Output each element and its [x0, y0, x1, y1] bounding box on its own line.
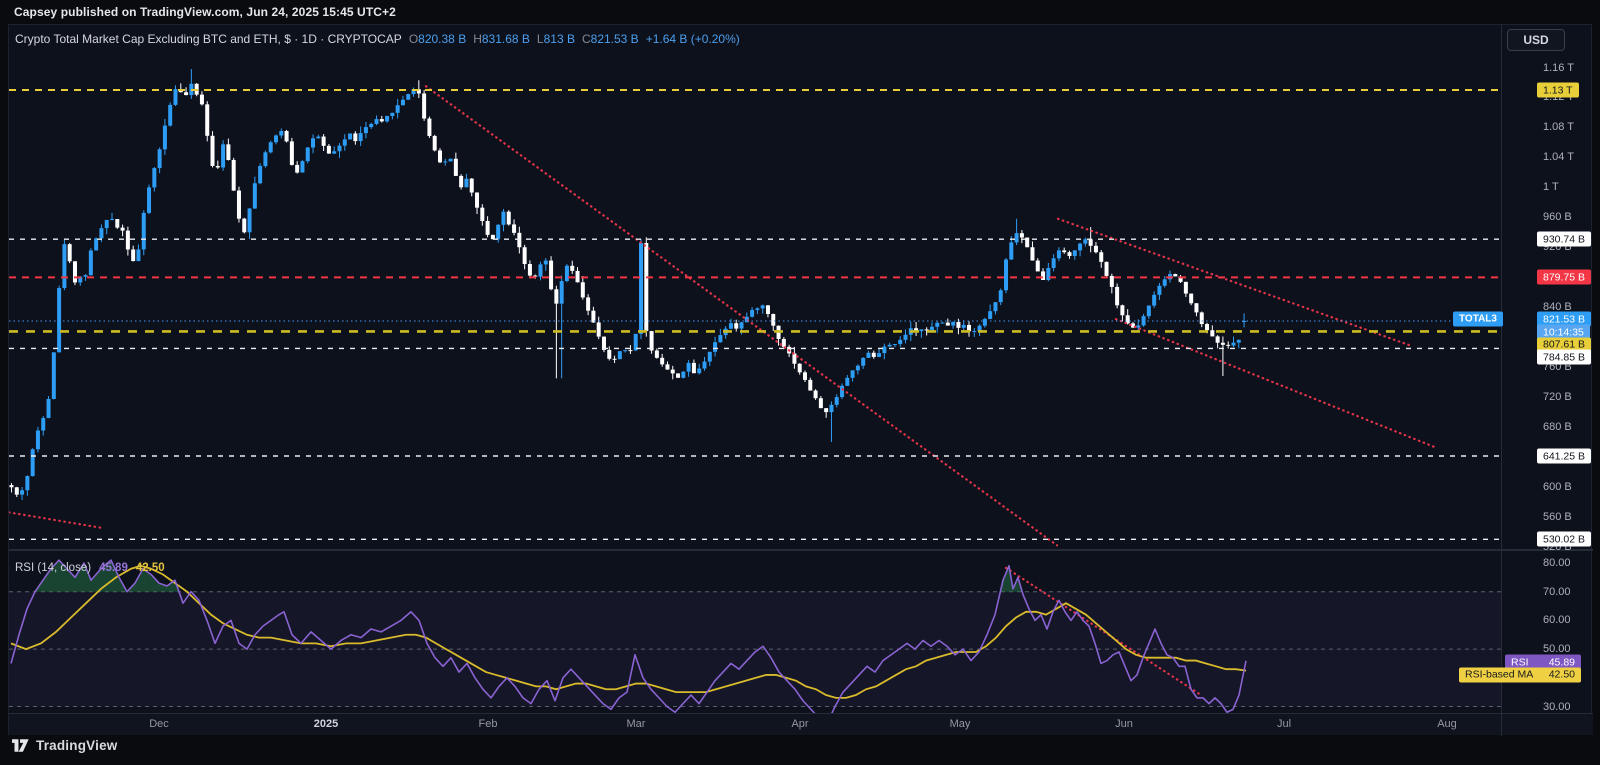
rsi-tick: 70.00	[1543, 585, 1571, 598]
price-level-badge: 530.02 B	[1537, 531, 1592, 547]
open-label: O	[408, 32, 419, 46]
price-tick: 840 B	[1543, 301, 1572, 314]
price-level-badge: 641.25 B	[1537, 448, 1592, 464]
publish-caption: Capsey published on TradingView.com, Jun…	[14, 5, 396, 19]
price-tick: 720 B	[1543, 391, 1572, 404]
symbol-legend: Crypto Total Market Cap Excluding BTC an…	[15, 32, 740, 46]
symbol-price-tag: TOTAL3	[1453, 311, 1503, 327]
footer: TradingView	[12, 738, 117, 753]
rsi-ma-value: 42.50	[135, 562, 165, 574]
rsi-title[interactable]: RSI (14, close)	[15, 562, 92, 574]
low-label: L	[536, 32, 544, 46]
price-level-lines	[9, 89, 1501, 540]
price-tick: 1.04 T	[1543, 151, 1574, 164]
price-level-badge: 784.85 B	[1537, 349, 1592, 365]
rsi-tick: 30.00	[1543, 700, 1571, 713]
main-price-pane[interactable]	[9, 25, 1501, 549]
chart-frame: Crypto Total Market Cap Excluding BTC an…	[8, 24, 1593, 736]
close-label: C	[581, 32, 591, 46]
change-value: +1.64 B (+0.20%)	[645, 32, 740, 46]
rsi-overbought-fill	[35, 560, 1023, 592]
trendline-drawings	[9, 85, 1437, 547]
rsi-legend: RSI (14, close) 45.89 42.50	[15, 562, 165, 574]
currency-toggle-button[interactable]: USD	[1507, 29, 1565, 51]
time-tick: Aug	[1437, 718, 1457, 730]
candlestick-series	[9, 69, 1247, 501]
time-tick: May	[949, 718, 971, 730]
high-value: 831.68 B	[481, 32, 530, 46]
rsi-trendline-drawing	[1004, 566, 1203, 697]
price-level-badge: 821.53 B	[1537, 311, 1592, 327]
price-tick: 1.16 T	[1543, 61, 1574, 74]
open-value: 820.38 B	[418, 32, 467, 46]
time-tick: 2025	[313, 718, 339, 730]
time-tick: Jun	[1115, 718, 1133, 730]
time-tick: Jul	[1276, 718, 1292, 730]
price-level-badge: 807.61 B	[1537, 337, 1592, 352]
price-tick: 600 B	[1543, 480, 1572, 493]
time-tick: Dec	[149, 718, 169, 730]
pane-separator[interactable]	[9, 549, 1593, 551]
rsi-tick: 80.00	[1543, 557, 1571, 569]
time-tick: Apr	[791, 718, 809, 730]
time-axis[interactable]: Dec 2025 Feb Mar Apr May Jun Jul Aug	[9, 713, 1593, 735]
rsi-line	[10, 559, 1247, 713]
rsi-value: 45.89	[99, 562, 128, 574]
price-level-badge: 1.13 T	[1537, 82, 1579, 98]
price-level-badge: 930.74 B	[1537, 231, 1592, 247]
high-label: H	[473, 32, 482, 46]
time-tick: Mar	[626, 718, 646, 730]
brand-name[interactable]: TradingView	[36, 738, 118, 753]
rsi-ma-line	[10, 564, 1247, 699]
rsi-tick: 60.00	[1543, 614, 1571, 627]
tradingview-logo[interactable]	[12, 738, 29, 753]
price-axis-border	[1501, 25, 1502, 736]
symbol-title[interactable]: Crypto Total Market Cap Excluding BTC an…	[15, 32, 402, 46]
time-axis-separator	[9, 713, 1593, 714]
price-tick: 680 B	[1543, 420, 1572, 433]
price-level-badge: 10:14:35	[1537, 324, 1590, 340]
time-tick: Feb	[478, 718, 498, 730]
low-value: 813 B	[543, 32, 575, 46]
price-tick: 560 B	[1543, 510, 1572, 523]
price-level-badge: 879.75 B	[1537, 269, 1592, 285]
price-tick: 1 T	[1543, 181, 1559, 194]
close-value: 821.53 B	[590, 32, 639, 46]
rsi-value-badge: RSI 45.89	[1505, 654, 1581, 670]
rsi-indicator-pane[interactable]	[9, 550, 1501, 713]
price-tick: 1.08 T	[1543, 121, 1574, 134]
rsi-value-badge: RSI-based MA 42.50	[1459, 667, 1581, 682]
rsi-tick: 50.00	[1543, 643, 1571, 656]
price-tick: 960 B	[1543, 211, 1572, 224]
